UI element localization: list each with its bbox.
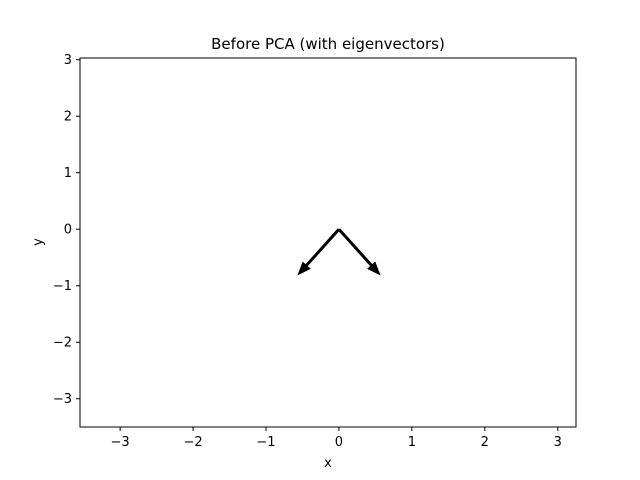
x-tick-label: 3 bbox=[554, 435, 562, 450]
x-tick-label: −1 bbox=[256, 435, 275, 450]
arrow-shaft bbox=[337, 228, 374, 268]
plot-area bbox=[79, 57, 577, 428]
y-tick-label: 0 bbox=[64, 223, 72, 238]
chart-title: Before PCA (with eigenvectors) bbox=[211, 35, 445, 53]
eigenvector-arrow-1 bbox=[297, 228, 341, 276]
x-axis-label: x bbox=[324, 456, 332, 471]
x-tick-label: 2 bbox=[481, 435, 489, 450]
y-axis-label: y bbox=[31, 238, 46, 246]
y-tick-label: 3 bbox=[64, 53, 72, 68]
y-tick-label: 2 bbox=[64, 110, 72, 125]
x-tick-label: 1 bbox=[408, 435, 416, 450]
x-tick-label: −3 bbox=[111, 435, 130, 450]
y-tick-label: −3 bbox=[53, 392, 72, 407]
arrow-head bbox=[367, 261, 381, 276]
x-tick-label: 0 bbox=[335, 435, 343, 450]
y-tick-label: −1 bbox=[53, 279, 72, 294]
y-tick-label: −2 bbox=[53, 336, 72, 351]
arrow-shaft bbox=[304, 228, 341, 268]
y-axis: −3 −2 −1 0 1 2 3 bbox=[53, 53, 80, 407]
eigenvector-arrows bbox=[297, 228, 381, 276]
eigenvector-arrow-2 bbox=[337, 228, 381, 276]
x-axis: −3 −2 −1 0 1 2 3 bbox=[111, 427, 562, 450]
y-tick-label: 1 bbox=[64, 166, 72, 181]
x-tick-label: −2 bbox=[183, 435, 202, 450]
arrow-head bbox=[297, 261, 311, 276]
